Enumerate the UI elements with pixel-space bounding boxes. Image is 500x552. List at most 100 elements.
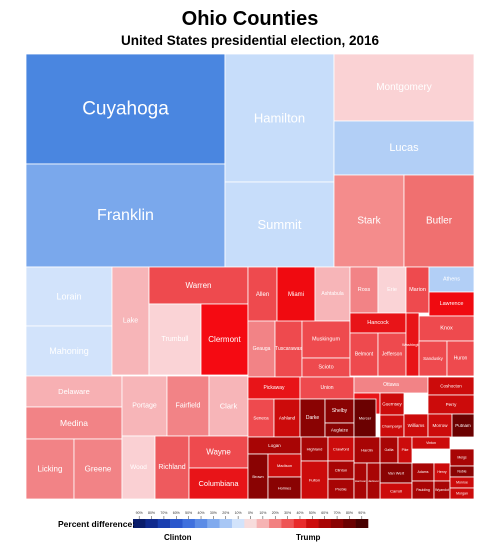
treemap-label-huron: Huron — [454, 356, 468, 362]
treemap-cell-lorain: Lorain — [25, 266, 113, 327]
treemap-label-harrison: Harrison — [355, 479, 367, 483]
treemap-cell-belmont: Belmont — [349, 332, 379, 377]
treemap-rect-darke — [299, 398, 326, 438]
treemap-cell-fairfield: Fairfield — [166, 375, 210, 437]
treemap-cell-shelby: Shelby — [324, 398, 355, 424]
treemap-cell-clark: Clark — [208, 375, 249, 437]
treemap-cell-ashtabula: Ashtabula — [314, 266, 351, 322]
treemap-rect-tuscarawas — [274, 320, 303, 378]
treemap-label-seneca: Seneca — [253, 416, 269, 421]
treemap-cell-meigs: Meigs — [449, 448, 475, 467]
treemap-cell-guernsey: Guernsey — [379, 392, 405, 416]
treemap-rect-lawrence — [428, 291, 475, 317]
treemap-rect-hamilton — [224, 53, 335, 183]
treemap-cell-ottawa: Ottawa — [353, 376, 429, 394]
treemap-cell-athens: Athens — [428, 266, 475, 293]
treemap-cell-perry: Perry — [427, 394, 475, 415]
treemap-rect-jefferson — [377, 332, 407, 377]
legend-clinton-label: Clinton — [164, 533, 192, 542]
treemap-cell-greene: Greene — [73, 438, 123, 500]
treemap-label-williams: Williams — [408, 423, 425, 428]
treemap-label-logan: Logan — [268, 443, 281, 448]
treemap-label-auglaize: Auglaize — [331, 428, 349, 433]
treemap-cell-montgomery: Montgomery — [333, 53, 475, 122]
treemap-rect-jackson — [366, 462, 381, 500]
legend-title: Percent difference: — [58, 519, 135, 529]
treemap-rect-portage — [121, 375, 168, 437]
treemap-label-medina: Medina — [60, 418, 88, 428]
treemap-rect-ross — [349, 266, 379, 314]
treemap-label-athens: Athens — [443, 277, 460, 283]
treemap-cell-union: Union — [299, 376, 355, 400]
treemap-cell-portage: Portage — [121, 375, 168, 437]
treemap-cell-miami: Miami — [276, 266, 316, 324]
treemap-cell-lawrence: Lawrence — [428, 291, 475, 317]
treemap-cell-noble: Noble — [449, 465, 475, 478]
treemap-label-ashland: Ashland — [279, 416, 296, 421]
treemap-rect-vinton — [411, 436, 451, 450]
treemap-label-greene: Greene — [85, 465, 112, 474]
treemap-cell-auglaize: Auglaize — [324, 422, 355, 438]
treemap-cell-clinton: Clinton — [327, 460, 355, 480]
treemap-rect-wood — [121, 435, 156, 500]
treemap-cell-delaware: Delaware — [25, 375, 123, 408]
treemap-label-preble: Preble — [335, 487, 347, 492]
treemap-label-wayne: Wayne — [206, 448, 231, 457]
treemap-cell-mercer: Mercer — [353, 398, 377, 438]
treemap-label-morgan: Morgan — [456, 492, 468, 496]
treemap-label-monroe: Monroe — [456, 481, 468, 485]
treemap-label-butler: Butler — [426, 216, 453, 227]
treemap-label-henry: Henry — [437, 470, 447, 474]
treemap-label-highland: Highland — [307, 447, 323, 452]
treemap-rect-holmes — [267, 476, 302, 500]
treemap-rect-licking — [25, 438, 75, 500]
treemap-rect-ashtabula — [314, 266, 351, 322]
treemap-cell-coshocton: Coshocton — [427, 376, 475, 396]
treemap-cell-hardin: Hardin — [353, 436, 381, 464]
treemap-cell-tuscarawas: Tuscarawas — [274, 320, 303, 378]
treemap-cell-ashland: Ashland — [273, 398, 301, 438]
treemap-cell-trumbull: Trumbull — [148, 303, 202, 376]
treemap-cell-carroll: Carroll — [379, 482, 413, 500]
treemap-cell-stark: Stark — [333, 174, 405, 268]
treemap-rect-ashland — [273, 398, 301, 438]
treemap-cell-adams: Adams — [411, 462, 435, 482]
treemap-rect-clermont — [200, 303, 249, 376]
treemap-cell-richland: Richland — [154, 435, 190, 500]
treemap-label-marion: Marion — [409, 287, 426, 293]
treemap-rect-warren — [148, 266, 249, 305]
treemap-cell-ross: Ross — [349, 266, 379, 314]
treemap-label-ottawa: Ottawa — [383, 382, 399, 388]
treemap-cell-champaign: Champaign — [379, 414, 405, 438]
treemap-rect-trumbull — [148, 303, 202, 376]
treemap-label-holmes: Holmes — [278, 486, 292, 491]
treemap-label-delaware: Delaware — [58, 387, 90, 396]
treemap-label-miami: Miami — [288, 292, 304, 298]
treemap-label-carroll: Carroll — [390, 489, 402, 494]
treemap-label-coshocton: Coshocton — [440, 384, 462, 389]
treemap-label-erie: Erie — [387, 287, 397, 293]
treemap-cell-hancock: Hancock — [349, 312, 407, 334]
treemap-rect-fairfield — [166, 375, 210, 437]
treemap-label-richland: Richland — [158, 464, 185, 471]
treemap-cell-jefferson: Jefferson — [377, 332, 407, 377]
treemap-label-geauga: Geauga — [253, 346, 271, 352]
treemap-label-paulding: Paulding — [416, 488, 430, 492]
treemap-label-jackson: Jackson — [368, 479, 379, 483]
treemap-rect-greene — [73, 438, 123, 500]
treemap-label-fulton: Fulton — [309, 478, 320, 483]
treemap-cell-harrison: Harrison — [353, 462, 368, 500]
treemap-cell-butler: Butler — [403, 174, 475, 268]
treemap-label-trumbull: Trumbull — [162, 336, 189, 343]
treemap-label-warren: Warren — [186, 281, 212, 290]
treemap-rect-pike — [397, 436, 413, 464]
treemap-cell-knox: Knox — [418, 315, 475, 342]
treemap-cell-clermont: Clermont — [200, 303, 249, 376]
treemap-cell-washington: Washington — [402, 312, 423, 377]
treemap-rect-crawford — [327, 436, 355, 462]
treemap-cell-muskingum: Muskingum — [301, 320, 351, 359]
treemap-label-montgomery: Montgomery — [376, 82, 432, 93]
treemap-cell-summit: Summit — [224, 181, 335, 268]
treemap-label-shelby: Shelby — [332, 408, 348, 414]
treemap-cell-crawford: Crawford — [327, 436, 355, 462]
